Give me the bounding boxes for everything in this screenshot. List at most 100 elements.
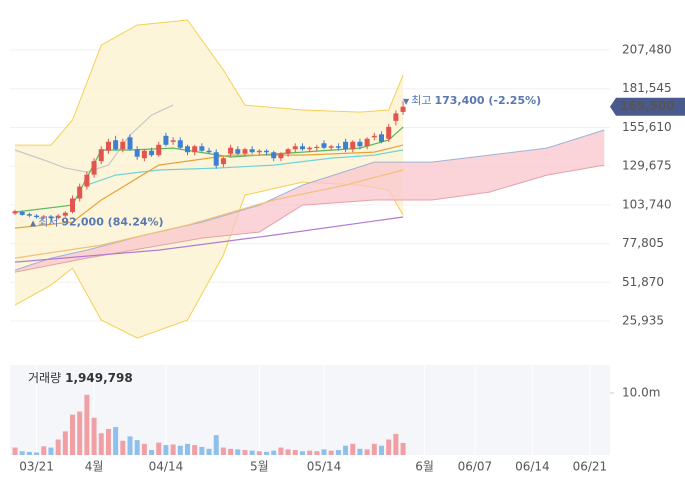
volume-bar xyxy=(184,443,190,455)
volume-bar xyxy=(285,449,291,455)
candle-body xyxy=(321,143,327,148)
annotation-text: 173,400 (-2.25%) xyxy=(434,94,541,107)
candle-body xyxy=(184,146,190,153)
candle-body xyxy=(55,215,61,218)
volume-bar xyxy=(213,435,219,455)
candle-body xyxy=(249,149,255,153)
indicator-line xyxy=(14,144,404,229)
volume-bar xyxy=(149,450,155,455)
y-tick-label: 77,805 xyxy=(622,236,664,250)
indicator-line xyxy=(14,169,404,259)
volume-bar xyxy=(343,445,349,455)
volume-bar xyxy=(34,452,40,455)
candle-body xyxy=(34,215,40,218)
volume-bar xyxy=(393,433,399,455)
candle-body xyxy=(19,211,25,215)
indicator-line xyxy=(14,104,174,173)
price-annotation: ▲ 최저 92,000 (84.24%) xyxy=(30,215,164,228)
x-tick-label: 06/21 xyxy=(573,460,608,474)
volume-bar xyxy=(12,447,18,455)
band-fill xyxy=(15,20,404,339)
candle-body xyxy=(328,146,334,148)
y-tick-label: 51,870 xyxy=(622,275,664,289)
annotation-text: 92,000 (84.24%) xyxy=(61,215,163,228)
candle-body xyxy=(378,134,384,142)
candle-body xyxy=(170,140,176,142)
volume-bar xyxy=(371,443,377,455)
candle-body xyxy=(393,113,399,121)
candle-body xyxy=(12,211,18,214)
candle-body xyxy=(105,141,111,151)
volume-bar xyxy=(141,443,147,455)
candle-body xyxy=(163,135,169,145)
volume-bar xyxy=(220,447,226,455)
candle-body xyxy=(278,153,284,159)
y-tick-label: 103,740 xyxy=(622,197,672,211)
candle-body xyxy=(386,126,392,139)
candle-body xyxy=(335,146,341,148)
candle-body xyxy=(77,186,83,199)
candle-body xyxy=(271,152,277,159)
candle-body xyxy=(343,141,349,150)
candle-body xyxy=(41,216,47,218)
candle-body xyxy=(242,149,248,154)
volume-bar xyxy=(278,447,284,455)
candle-body xyxy=(307,147,313,150)
volume-bar xyxy=(256,451,262,455)
volume-bar xyxy=(134,440,140,455)
volume-bar xyxy=(170,444,176,455)
volume-bar xyxy=(235,449,241,455)
volume-bar xyxy=(264,451,270,455)
candle-body xyxy=(141,150,147,159)
y-tick-label: 207,480 xyxy=(622,43,672,57)
volume-bar xyxy=(199,446,205,455)
candle-body xyxy=(120,141,126,150)
x-tick-label: 06/07 xyxy=(458,460,493,474)
candle-body xyxy=(299,146,305,150)
candle-body xyxy=(48,216,54,218)
volume-bar xyxy=(98,433,104,455)
candle-body xyxy=(113,140,119,150)
volume-bar xyxy=(177,445,183,455)
x-tick-label: 6월 xyxy=(415,460,434,474)
volume-bar xyxy=(314,451,320,455)
volume-bar xyxy=(26,451,32,455)
volume-bar xyxy=(321,449,327,455)
y-tick-label: 25,935 xyxy=(622,313,664,327)
candle-body xyxy=(264,150,270,153)
annotation-marker: ▼ xyxy=(403,96,410,105)
volume-bar xyxy=(357,448,363,455)
volume-bar xyxy=(206,448,212,455)
last-price-tag xyxy=(610,97,685,116)
volume-bar xyxy=(55,439,61,455)
candle-body xyxy=(98,149,104,162)
candle-body xyxy=(127,137,133,150)
last-price-label: 169,500 xyxy=(620,99,675,113)
volume-bar xyxy=(307,450,313,455)
candle-body xyxy=(235,149,241,154)
volume-bar xyxy=(127,436,133,455)
volume-bar xyxy=(105,428,111,455)
volume-bar xyxy=(249,450,255,455)
volume-bar xyxy=(400,442,406,455)
candle-body xyxy=(26,214,32,216)
candle-body xyxy=(91,161,97,175)
y-tick-label: 129,675 xyxy=(622,159,672,173)
volume-bar xyxy=(328,450,334,455)
volume-bar xyxy=(364,449,370,455)
indicator-line xyxy=(86,149,404,186)
candle-body xyxy=(206,150,212,153)
band-upper xyxy=(15,19,404,146)
candle-body xyxy=(84,174,90,187)
volume-bar xyxy=(70,414,76,455)
volume-title: 거래량 1,949,798 xyxy=(28,371,133,385)
indicator-line xyxy=(14,216,404,263)
candle-body xyxy=(400,106,406,112)
annotation-label: 최저 xyxy=(38,215,58,228)
candle-body xyxy=(256,150,262,153)
x-tick-label: 4월 xyxy=(85,460,104,474)
candle-body xyxy=(134,149,140,157)
candle-body xyxy=(192,146,198,153)
volume-bar xyxy=(271,450,277,455)
